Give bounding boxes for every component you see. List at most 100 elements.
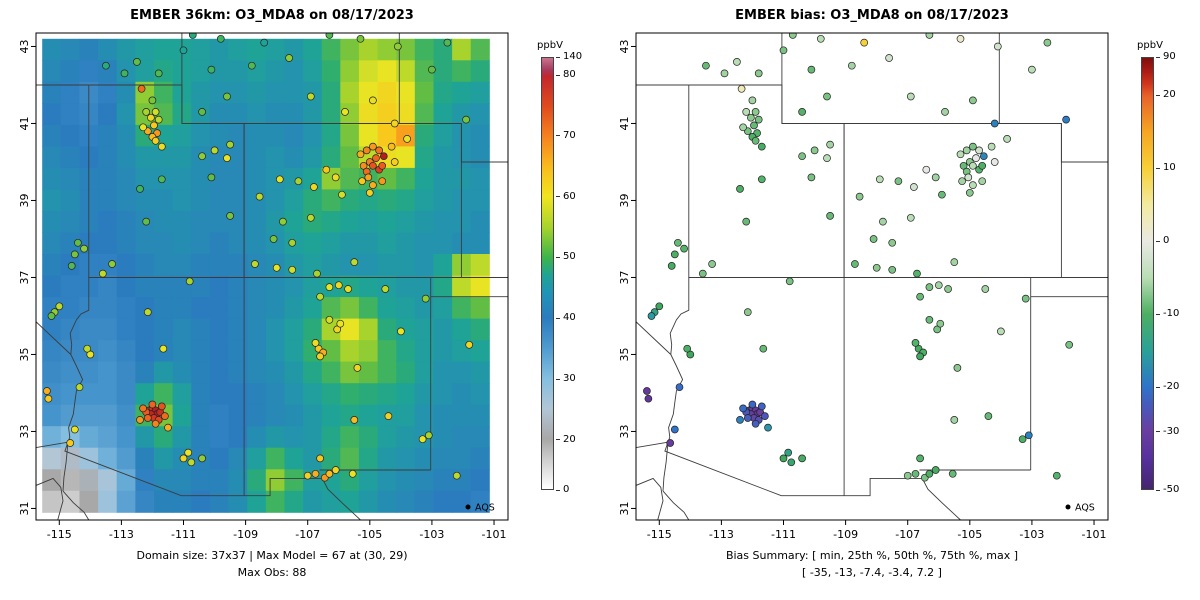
state-border-line (664, 442, 961, 520)
state-border-line (636, 477, 664, 520)
x-tick-label: -107 (295, 528, 320, 541)
aqs-point (969, 181, 977, 189)
aqs-point (288, 265, 297, 274)
x-tick-label: -101 (482, 528, 507, 541)
colorbar-tick-label: 70 (556, 130, 576, 141)
aqs-point (86, 350, 95, 359)
aqs-point (226, 212, 234, 220)
aqs-point (785, 277, 794, 286)
aqs-point (953, 364, 962, 372)
aqs-point (742, 217, 751, 226)
aqs-point (47, 312, 56, 320)
aqs-point (164, 423, 172, 432)
y-tick-label: 33 (18, 424, 31, 438)
state-border-line (67, 354, 84, 443)
aqs-point (913, 269, 921, 278)
aqs-point (390, 158, 399, 166)
aqs-point (424, 431, 433, 440)
aqs-point (720, 69, 729, 78)
y-tick-label: 41 (618, 116, 631, 130)
aqs-point (313, 269, 321, 278)
aqs-point (743, 308, 752, 316)
y-tick-label: 39 (18, 193, 31, 207)
aqs-point (161, 412, 169, 420)
aqs-point (759, 344, 768, 353)
aqs-point (757, 142, 766, 151)
state-border-line (36, 321, 72, 355)
aqs-point (325, 283, 334, 291)
aqs-point (807, 173, 816, 182)
colorbar-tick-label: -10 (1156, 309, 1179, 319)
aqs-point (334, 281, 343, 290)
aqs-point (737, 84, 746, 93)
aqs-point (279, 217, 287, 226)
state-border-line (669, 277, 690, 355)
aqs-point (316, 454, 324, 463)
aqs-point (255, 192, 264, 201)
aqs-point (418, 435, 427, 444)
colorbar-model: ppbV 140 80 70 60 50 40 30 20 0 (537, 40, 599, 510)
aqs-point (644, 394, 653, 403)
aqs-point (787, 458, 796, 467)
aqs-point (972, 154, 980, 162)
aqs-point (198, 108, 206, 116)
aqs-point (965, 188, 974, 197)
aqs-point (906, 213, 915, 222)
aqs-point (348, 469, 357, 478)
aqs-point (311, 469, 320, 478)
aqs-point (872, 263, 881, 272)
aqs-point (779, 46, 788, 55)
aqs-point (269, 235, 278, 243)
aqs-point (151, 419, 160, 428)
aqs-point (990, 158, 999, 166)
aqs-point (179, 454, 188, 463)
aqs-point (452, 471, 461, 480)
state-border-line (636, 441, 669, 449)
aqs-point (879, 217, 887, 226)
aqs-point (151, 136, 160, 145)
aqs-point (207, 173, 216, 182)
aqs-point (216, 34, 225, 43)
aqs-point (150, 121, 158, 130)
x-tick-label: -113 (109, 528, 134, 541)
panel-bias: EMBER bias: O3_MDA8 on 08/17/2023 -115 -1… (600, 0, 1200, 600)
aqs-point (981, 285, 990, 293)
aqs-point (251, 260, 259, 268)
aqs-point (739, 404, 747, 413)
state-border-line (662, 442, 669, 492)
aqs-point (686, 350, 695, 359)
colorbar-tick-label: 40 (556, 313, 576, 323)
aqs-point (98, 269, 107, 278)
aqs-point (157, 142, 166, 151)
colorbar-tick-label: 80 (556, 70, 576, 80)
aqs-point (754, 69, 763, 78)
aqs-point (739, 123, 747, 132)
aqs-point (956, 150, 965, 159)
aqs-point (810, 146, 819, 155)
x-tick-label: -101 (1082, 528, 1107, 541)
aqs-point (325, 469, 334, 478)
aqs-point (698, 269, 707, 278)
aqs-point (275, 175, 284, 184)
aqs-point (948, 469, 957, 478)
state-border-line (662, 490, 690, 520)
aqs-point (142, 108, 151, 116)
aqs-point (990, 119, 999, 128)
aqs-point (369, 181, 377, 189)
aqs-point (350, 258, 359, 266)
aqs-point (860, 38, 869, 47)
aqs-point (378, 177, 387, 186)
aqs-point (397, 327, 405, 336)
aqs-point (969, 142, 977, 151)
aqs-point (941, 108, 949, 116)
aqs-point (207, 65, 216, 74)
aqs-point (823, 92, 831, 101)
aqs-point (916, 352, 924, 361)
aqs-point (133, 58, 141, 66)
colorbar-tick-label: -50 (1156, 485, 1179, 495)
aqs-point (779, 454, 788, 463)
aqs-point (120, 69, 129, 78)
colorbar-ticks: 90 20 10 0 -10 -20 -30 -50 (1156, 52, 1198, 495)
aqs-point (751, 419, 760, 428)
